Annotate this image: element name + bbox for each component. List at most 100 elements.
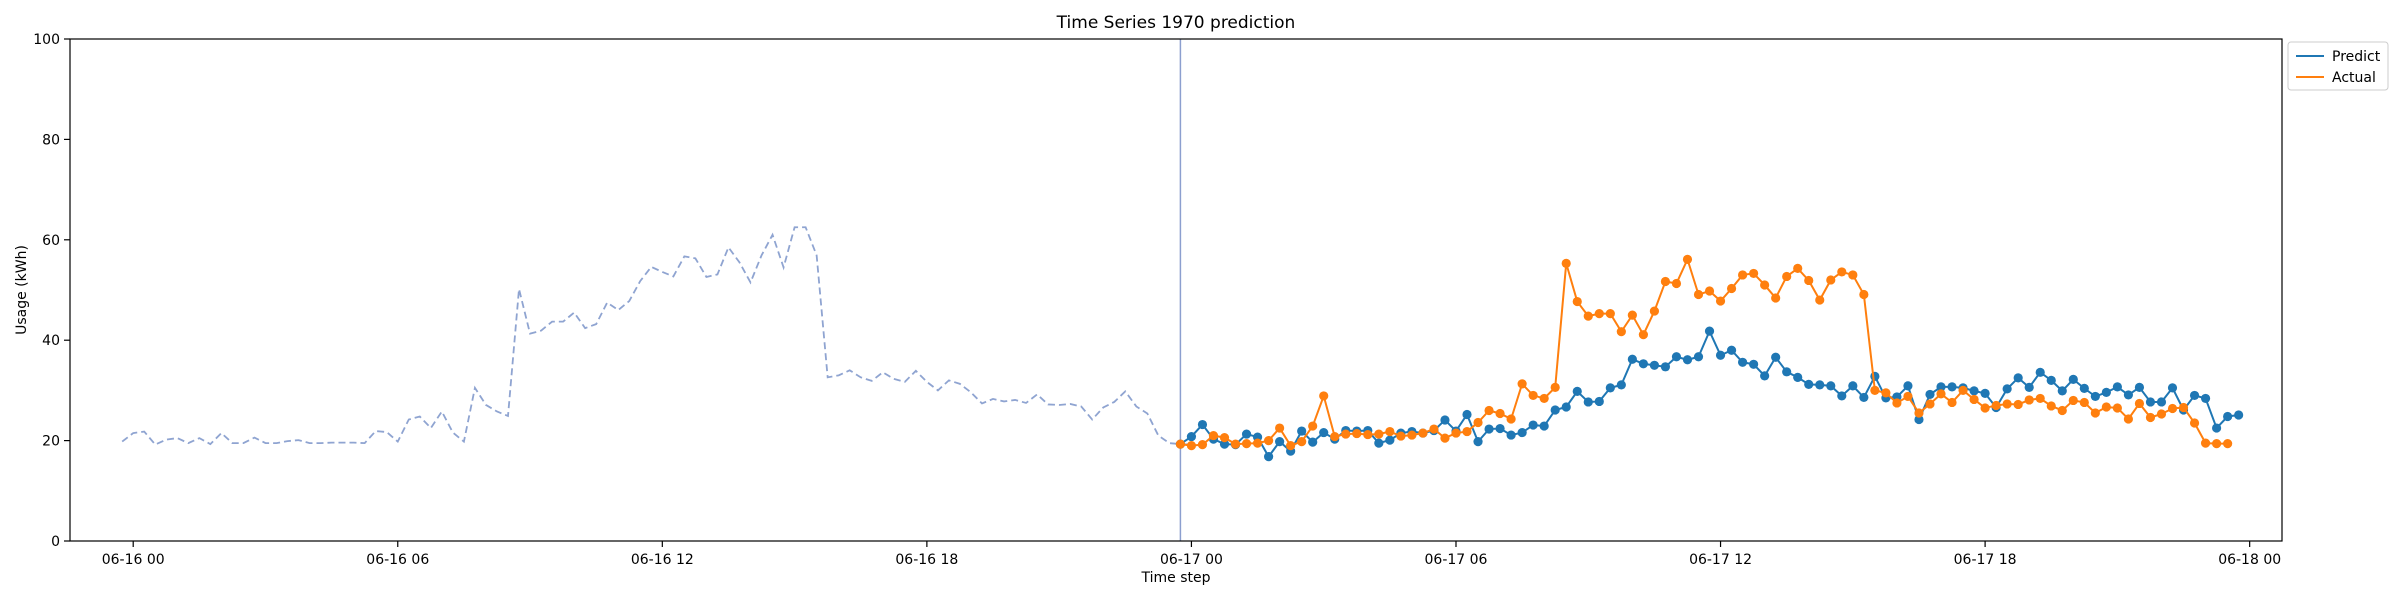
actual-point [1760,280,1770,290]
actual-point [1330,431,1340,442]
predict-point [1980,388,1990,399]
actual-point [1991,400,2001,411]
predict-point [1715,350,1726,360]
actual-point [1671,278,1682,289]
predict-point [1726,345,1737,355]
actual-point [2167,403,2178,414]
actual-point [2156,409,2167,419]
series-group [1175,254,2244,462]
predict-point [2101,387,2111,398]
actual-point [1407,430,1417,440]
actual-point [1738,270,1748,280]
predict-point [2167,383,2178,393]
actual-point [1704,286,1715,296]
actual-point [1197,440,1208,450]
predict-point [2002,384,2012,394]
predict-point [1528,420,1538,430]
y-tick-label: 0 [51,534,60,550]
actual-point [2189,418,2200,428]
actual-point [1616,327,1626,337]
actual-point [1308,421,1318,431]
history-line [121,226,1192,446]
actual-point [2101,402,2111,412]
actual-point [1958,385,1968,395]
axes [69,38,2283,542]
predict-point [1583,397,1593,407]
predict-point [2156,397,2167,407]
actual-point [2035,393,2045,404]
predict-point [1197,419,1208,430]
actual-point [1859,289,1869,300]
actual-point [1605,308,1615,319]
actual-point [2068,395,2078,406]
actual-point [1815,295,1825,305]
predict-point [2013,373,2023,383]
actual-point [2112,403,2122,413]
x-tick-label: 06-17 18 [1954,552,2017,568]
actual-point [1793,263,1803,274]
actual-point [1583,311,1593,321]
predict-point [1649,360,1660,370]
y-ticks: 0 20 40 60 80 100 [33,32,70,550]
predict-point [1815,380,1825,390]
actual-point [2013,399,2023,410]
actual-point [1396,431,1406,441]
legend-label-predict: Predict [2332,49,2381,65]
predict-point [2189,390,2200,401]
actual-point [1693,289,1704,300]
actual-point [1208,430,1219,441]
actual-point [2046,401,2056,411]
actual-point [1892,398,1902,408]
predict-point [1936,382,1946,392]
predict-point [1241,429,1252,439]
actual-point [1186,441,1197,451]
predict-point [1440,415,1450,425]
actual-point [1297,437,1307,447]
actual-point [1506,414,1516,424]
actual-point [1352,428,1362,439]
actual-point [1462,426,1472,437]
predict-point [2200,393,2211,404]
x-tick-label: 06-17 00 [1160,552,1223,568]
history-series [121,226,1192,446]
actual-point [1682,254,1693,264]
predict-point [1903,381,1913,391]
predict-point [1638,359,1648,369]
predict-point [1804,379,1814,389]
predict-point [1297,426,1307,436]
predict-point [1782,367,1792,377]
predict-point [1616,380,1626,390]
predict-point [2112,382,2122,392]
predict-point [1682,355,1693,365]
predict-point [1385,435,1395,445]
predict-point [2024,382,2034,392]
actual-point [1804,275,1814,286]
x-axis-title: Time step [1141,570,1211,586]
actual-point [1517,379,1527,389]
actual-point [2090,408,2100,418]
predict-point [1627,354,1637,364]
actual-point [1363,429,1373,440]
y-tick-label: 40 [42,333,60,349]
predict-point [1925,389,1935,400]
predict-point [1550,405,1560,415]
actual-point [1782,271,1792,282]
predict-point [1561,402,1571,412]
predict-point [2134,382,2145,392]
actual-point [1374,429,1384,439]
actual-point [1528,390,1538,401]
predict-point [1462,409,1472,420]
predict-point [1186,431,1197,442]
predict-point [1517,427,1527,438]
predict-point [1738,357,1748,367]
plot-frame [69,38,2283,542]
actual-point [1925,399,1935,409]
actual-point [1264,436,1274,446]
y-tick-label: 20 [42,434,60,450]
predict-point [1506,430,1516,440]
actual-point [1319,391,1329,401]
actual-point [1649,306,1660,316]
predict-point [1495,423,1505,434]
actual-point [1341,429,1351,439]
